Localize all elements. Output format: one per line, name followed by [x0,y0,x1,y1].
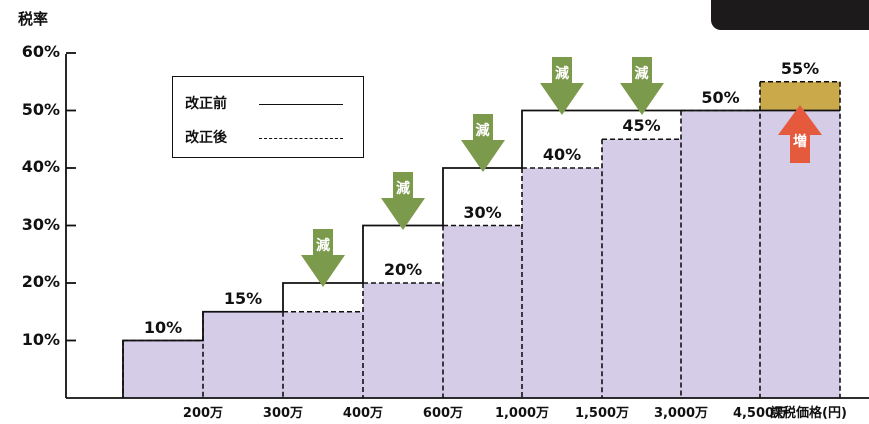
bar-0 [123,340,203,398]
x-tick-label-0: 200万 [182,406,224,421]
x-tick-label-1: 300万 [262,406,304,421]
value-label-1: 15% [223,288,263,308]
corner-photo-fragment [711,0,869,30]
arrow-label-6: 減 [634,65,649,82]
legend: 改正前 改正後 [172,76,364,158]
value-label-4: 30% [463,202,502,222]
y-tick-label-20: 20% [21,272,60,291]
decrease-arrow-5: 減 [540,56,584,115]
value-label-0: 10% [143,317,183,337]
y-tick-label-10: 10% [21,329,60,349]
bar-1 [203,311,283,398]
decrease-arrow-6: 減 [619,56,664,115]
legend-solid-line [259,104,343,105]
x-tick-label-3: 600万 [422,406,464,421]
increase-arrow-8: 増 [778,104,822,163]
arrow-label-3: 減 [396,180,410,197]
decrease-arrow-4: 減 [460,114,505,172]
legend-label-before: 改正前 [185,96,227,112]
bar-3 [363,283,443,398]
y-tick-label-40: 40% [21,157,60,176]
decrease-arrow-3: 減 [381,171,425,230]
arrow-label-5: 減 [555,65,569,82]
arrow-label-2: 減 [316,238,330,254]
bar-6 [602,139,681,398]
x-tick-label-4: 1,000万 [494,406,550,421]
arrow-label-4: 減 [475,123,490,139]
bar-7 [681,110,760,398]
legend-dashed-line [259,138,343,139]
value-label-3: 20% [383,260,423,279]
x-tick-label-5: 1,500万 [574,406,630,421]
decrease-arrow-2: 減 [301,229,345,287]
x-tick-label-2: 400万 [342,406,384,421]
bar-4 [443,225,522,398]
y-axis-title: 税率 [18,10,49,28]
x-tick-label-6: 3,000万 [653,406,709,421]
value-label-6: 45% [622,116,661,136]
y-tick-label-30: 30% [21,214,60,234]
value-label-5: 40% [542,145,582,164]
y-tick-label-50: 50% [21,99,60,119]
x-axis-unit-label: 課税価格(円) [770,406,847,421]
arrow-label-8: 増 [793,133,807,150]
bar-5 [522,168,602,398]
x-tick-label-7: 4,500万 [732,406,788,421]
value-label-7: 50% [701,87,740,107]
value-label-8: 55% [780,58,820,78]
legend-label-after: 改正後 [185,130,227,146]
bar-2 [283,311,363,398]
y-tick-label-60: 60% [21,42,60,61]
